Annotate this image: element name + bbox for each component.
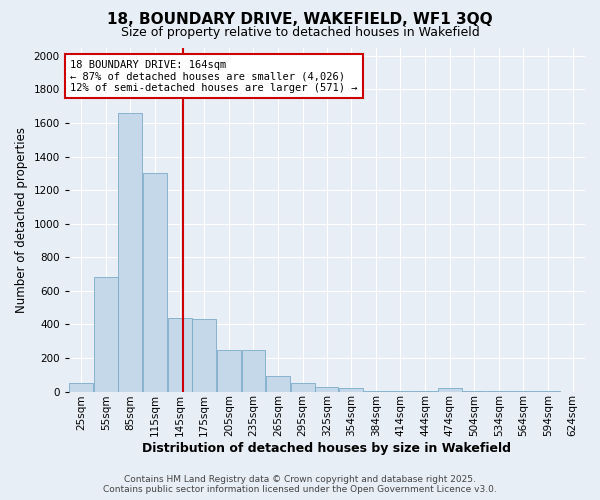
Bar: [291, 383, 314, 392]
Bar: [266, 376, 290, 392]
Text: 18, BOUNDARY DRIVE, WAKEFIELD, WF1 3QQ: 18, BOUNDARY DRIVE, WAKEFIELD, WF1 3QQ: [107, 12, 493, 28]
Bar: [388, 390, 412, 392]
Bar: [143, 174, 167, 392]
Bar: [437, 388, 461, 392]
Bar: [192, 320, 216, 392]
Bar: [339, 388, 363, 392]
Bar: [413, 391, 437, 392]
Bar: [364, 390, 388, 392]
Bar: [462, 391, 486, 392]
Bar: [94, 278, 118, 392]
Bar: [242, 350, 265, 392]
Text: 18 BOUNDARY DRIVE: 164sqm
← 87% of detached houses are smaller (4,026)
12% of se: 18 BOUNDARY DRIVE: 164sqm ← 87% of detac…: [70, 60, 358, 92]
Bar: [167, 318, 191, 392]
Text: Contains HM Land Registry data © Crown copyright and database right 2025.
Contai: Contains HM Land Registry data © Crown c…: [103, 474, 497, 494]
Y-axis label: Number of detached properties: Number of detached properties: [15, 126, 28, 312]
Bar: [118, 113, 142, 392]
X-axis label: Distribution of detached houses by size in Wakefield: Distribution of detached houses by size …: [142, 442, 511, 455]
Bar: [69, 383, 93, 392]
Bar: [217, 350, 241, 392]
Text: Size of property relative to detached houses in Wakefield: Size of property relative to detached ho…: [121, 26, 479, 39]
Bar: [316, 386, 338, 392]
